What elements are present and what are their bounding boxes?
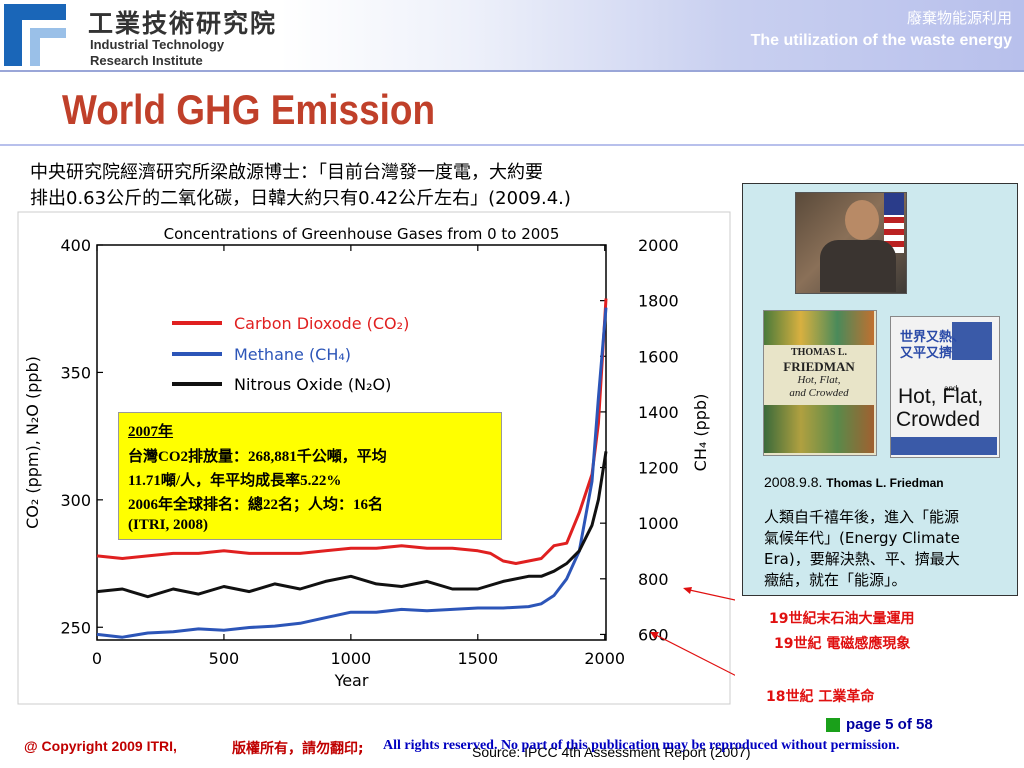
y-right-tick-label-1600: 1600 (638, 347, 679, 366)
copyright-chinese: 版權所有，請勿翻印; (232, 741, 364, 757)
panel-date-author: 2008.9.8. Thomas L. Friedman (764, 474, 944, 490)
panel-date: 2008.9.8. (764, 474, 823, 490)
x-tick-label-500: 500 (209, 649, 240, 668)
quote-line-2: 排出0.63公斤的二氧化碳，日韓大約只有0.42公斤左右」(2009.4.) (30, 188, 571, 209)
title-divider (0, 144, 1024, 146)
y-left-tick-label-400: 400 (60, 236, 91, 255)
book2-chinese-title-line2: 又平又擠 (900, 346, 953, 361)
annotation-year: 2007年 (128, 424, 174, 440)
series-line-0 (96, 298, 608, 565)
x-tick-label-0: 0 (92, 649, 102, 668)
legend-label-2: Nitrous Oxide (N₂O) (234, 375, 391, 394)
book2-title-and: and (944, 384, 958, 393)
topic-chinese: 廢棄物能源利用 (906, 9, 1012, 27)
x-tick-label-2000: 2000 (584, 649, 625, 668)
callout-arrowhead-industrial (650, 632, 659, 639)
itri-logo-icon (0, 0, 70, 70)
panel-text-line3: Era)，要解決熱、平、擠最大 (764, 550, 960, 568)
y-right-tick-label-1000: 1000 (638, 514, 679, 533)
callout-arrow-oil (684, 588, 735, 601)
panel-text-line1: 人類自千禧年後，進入「能源 (764, 508, 960, 526)
y-left-tick-label-350: 350 (60, 363, 91, 382)
panel-text-line4: 癥結，就在「能源」。 (764, 571, 907, 589)
y-right-tick-label-1800: 1800 (638, 292, 679, 311)
y-left-axis-label: CO₂ (ppm), N₂O (ppb) (23, 356, 42, 529)
series-line-2 (96, 451, 608, 599)
annotation-source: (ITRI, 2008) (128, 517, 209, 533)
y-right-tick-label-2000: 2000 (638, 236, 679, 255)
book2-title-hot-flat: Hot, Flat, (898, 385, 984, 408)
callout-arrowhead-oil (683, 587, 692, 594)
slide-title: World GHG Emission (62, 86, 436, 133)
copyright-english: @ Copyright 2009 ITRI, (24, 738, 177, 754)
source-citation: Source: IPCC 4th Assessment Report (2007… (472, 744, 751, 760)
panel-text-line2: 氣候年代」(Energy Climate (764, 529, 960, 547)
speaker-body (820, 240, 896, 292)
book-cover-art-bottom (764, 405, 874, 453)
panel-author: Thomas L. Friedman (826, 476, 944, 490)
logo-english-line1: Industrial Technology (90, 37, 225, 52)
logo-english-line2: Research Institute (90, 53, 203, 68)
book2-title-crowded: Crowded (896, 408, 981, 431)
legend-label-1: Methane (CH₄) (234, 345, 351, 364)
callout-arrow-industrial (651, 632, 735, 676)
annotation-emission: 台灣CO2排放量：268,881千公噸，平均 (128, 449, 387, 465)
y-right-tick-label-1200: 1200 (638, 459, 679, 478)
header-divider (0, 70, 1024, 72)
taiwan-co2-annotation-box (118, 412, 502, 540)
book1-author-last: FRIEDMAN (783, 359, 855, 374)
page-number: page 5 of 58 (846, 716, 933, 733)
book2-bottom-strip (891, 437, 997, 455)
topic-english: The utilization of the waste energy (750, 32, 1012, 49)
x-tick-label-1000: 1000 (331, 649, 372, 668)
annotation-per-capita: 11.71噸/人，年平均成長率5.22% (128, 473, 342, 489)
plot-frame (96, 244, 607, 641)
y-right-tick-label-1400: 1400 (638, 403, 679, 422)
header-gradient (280, 0, 1024, 70)
book1-author-first: THOMAS L. (790, 347, 848, 358)
chart-title: Concentrations of Greenhouse Gases from … (164, 225, 560, 243)
y-left-tick-label-250: 250 (60, 618, 91, 637)
x-axis-label: Year (334, 671, 369, 690)
book2-cover-figure (952, 322, 992, 360)
book1-title-line1: Hot, Flat, (797, 374, 841, 386)
quote-line-1: 中央研究院經濟研究所梁啟源博士：「目前台灣發一度電，大約要 (30, 162, 543, 183)
callout-industrial-revolution-label: 18世紀 工業革命 (766, 689, 875, 705)
copyright-rights: All rights reserved. No part of this pub… (383, 738, 900, 753)
y-right-axis-label: CH₄ (ppb) (691, 394, 710, 472)
y-right-tick-label-800: 800 (638, 570, 669, 589)
legend-label-0: Carbon Dioxode (CO₂) (234, 314, 409, 333)
logo-chinese-name: 工業技術研究院 (88, 9, 278, 38)
annotation-ranking: 2006年全球排名：總22名；人均：16名 (128, 497, 384, 513)
x-tick-label-1500: 1500 (457, 649, 498, 668)
speaker-head (845, 200, 879, 240)
flag-canton (884, 193, 904, 215)
page-marker-icon (826, 718, 840, 732)
callout-oil-label: 19世紀末石油大量運用 (769, 611, 915, 627)
callout-electromagnetic-label: 19世紀 電磁感應現象 (774, 636, 911, 652)
series-line-1 (96, 307, 608, 639)
book2-chinese-title-line1: 世界又熱、 (900, 330, 966, 345)
y-left-tick-label-300: 300 (60, 491, 91, 510)
book-cover-art-top (764, 311, 874, 345)
book-cover-chinese (890, 316, 1000, 458)
book1-title-line2: and Crowded (789, 387, 849, 399)
